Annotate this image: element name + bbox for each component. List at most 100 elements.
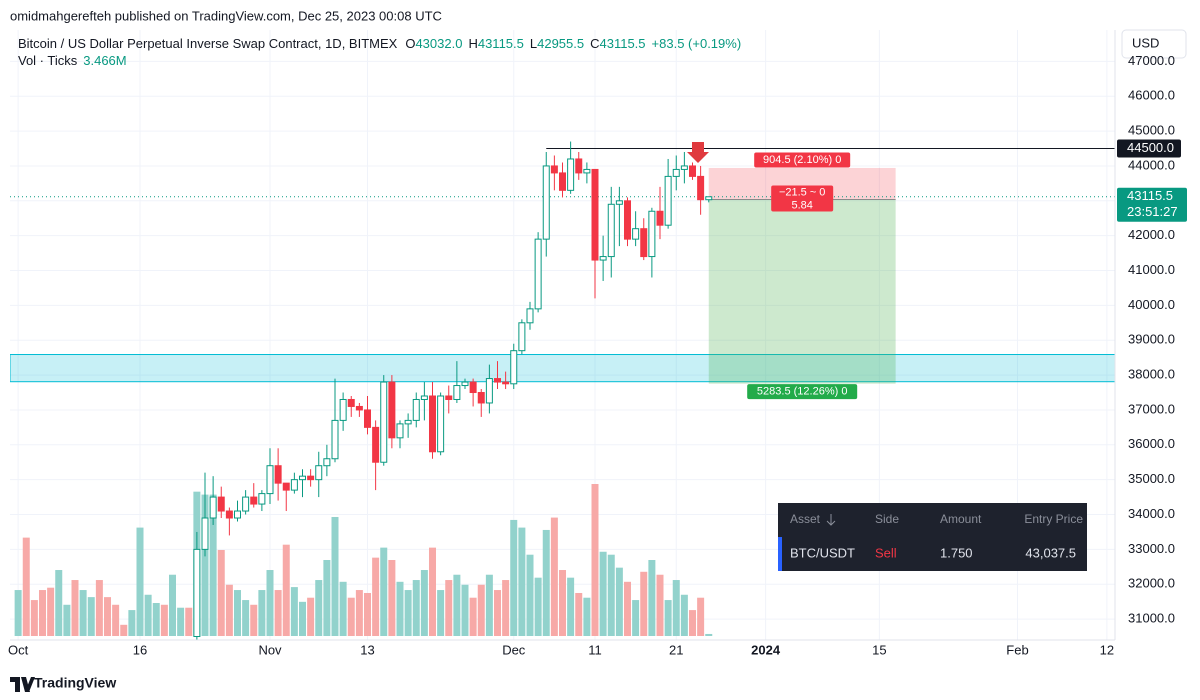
volume-bar: [71, 580, 79, 636]
volume-bar: [437, 590, 445, 636]
volume-bar: [225, 584, 233, 636]
candle-body: [485, 378, 493, 404]
volume-bar: [485, 574, 493, 636]
volume-bar: [453, 574, 461, 636]
candle-body: [567, 158, 575, 191]
candle-body: [599, 256, 607, 261]
volume-bar: [559, 570, 566, 636]
candle-body: [290, 479, 298, 491]
volume-bar: [583, 597, 591, 636]
volume-bar: [250, 604, 258, 636]
x-tick-label: Dec: [502, 642, 526, 657]
candle-body: [672, 168, 680, 177]
candle-body: [282, 482, 290, 491]
last-price-label: 43115.5: [1127, 188, 1173, 203]
x-tick-label: 21: [669, 642, 683, 657]
y-tick-label: 32000.0: [1128, 576, 1175, 591]
y-tick-label: 38000.0: [1128, 367, 1175, 382]
candle-body: [624, 200, 631, 240]
volume-bar: [185, 607, 193, 636]
candle-body: [372, 426, 380, 463]
volume-bar: [445, 580, 453, 636]
cell: BTC/USDT: [790, 545, 855, 560]
volume-bar: [494, 590, 501, 636]
volume-bar: [266, 570, 274, 636]
volume-bar: [177, 607, 185, 636]
candle-body: [299, 475, 306, 481]
candle-body: [632, 228, 640, 240]
currency[interactable]: USD: [1132, 35, 1159, 50]
volume-bar: [209, 494, 217, 636]
y-tick-label: 47000.0: [1128, 53, 1175, 68]
volume-bar: [299, 601, 306, 636]
volume-bar: [640, 571, 648, 636]
y-tick-label: 34000.0: [1128, 506, 1175, 521]
candle-body: [697, 175, 705, 201]
volume-bar: [672, 580, 680, 636]
ohlc-value: 42955.5: [537, 36, 584, 51]
ohlc-key: C: [590, 36, 599, 51]
y-tick-label: 46000.0: [1128, 88, 1175, 103]
volume-bar: [526, 554, 534, 636]
volume-bar: [79, 590, 87, 636]
col-header: Entry Price: [1024, 512, 1083, 526]
candle-body: [542, 165, 550, 240]
volume-bar: [347, 597, 355, 636]
published: omidmahgerefteh published on TradingView…: [10, 8, 442, 23]
volume-bar: [128, 610, 136, 636]
symbol: Bitcoin / US Dollar Perpetual Inverse Sw…: [18, 36, 398, 51]
volume-bar: [258, 590, 266, 636]
volume-bar: [112, 604, 120, 636]
volume-bar: [364, 592, 371, 636]
candle-body: [437, 395, 445, 453]
volume-bar: [47, 587, 55, 636]
volume-bar: [355, 590, 363, 636]
symbol-legend: Bitcoin / US Dollar Perpetual Inverse Sw…: [18, 36, 741, 51]
volume-bar: [518, 527, 526, 636]
volume-bar: [599, 551, 607, 636]
volume-bar: [664, 600, 672, 636]
countdown: 23:51:27: [1127, 204, 1178, 219]
candle-body: [656, 210, 664, 226]
y-tick-label: 37000.0: [1128, 401, 1175, 416]
volume-bar: [307, 597, 315, 636]
volume-bar: [331, 516, 339, 636]
y-tick-label: 39000.0: [1128, 332, 1175, 347]
volume-bar: [95, 580, 103, 636]
volume-bar: [14, 590, 22, 636]
volume-bar: [242, 600, 250, 636]
candle-body: [583, 168, 591, 174]
volume-bar: [30, 600, 38, 636]
ratio-label: 5.84: [791, 199, 812, 211]
panel-bg: [778, 503, 1087, 571]
y-tick-label: 35000.0: [1128, 471, 1175, 486]
volume-bar: [104, 597, 111, 636]
volume-bar: [55, 570, 63, 636]
candle-body: [607, 203, 615, 258]
candle-body: [453, 385, 461, 400]
volume-bar: [648, 560, 656, 636]
volume-bar: [680, 594, 688, 636]
candle-body: [550, 165, 558, 174]
currency-button[interactable]: [1121, 29, 1187, 59]
candle-body: [339, 398, 347, 421]
y-tick-label: 31000.0: [1128, 611, 1175, 626]
stop-label: 904.5 (2.10%) 0: [763, 154, 841, 166]
change: +83.5 (+0.19%): [652, 36, 742, 51]
candle-body: [575, 158, 583, 174]
candle-body: [705, 196, 713, 201]
volume-bar: [461, 584, 469, 636]
volume-bar: [315, 580, 323, 636]
ohlc-key: O: [405, 36, 415, 51]
label-box: [747, 384, 858, 400]
plot-pane: [10, 141, 1115, 640]
brand: TradingView: [34, 675, 116, 691]
volume-bar: [201, 494, 209, 636]
volume-bar: [388, 560, 396, 636]
hline-axis-label: 44500.0: [1127, 140, 1174, 155]
x-tick-label: 12: [1100, 642, 1114, 657]
volume-bar: [152, 603, 160, 636]
candle-body: [534, 238, 542, 310]
logo: [10, 677, 35, 692]
volume-bar: [705, 633, 713, 636]
